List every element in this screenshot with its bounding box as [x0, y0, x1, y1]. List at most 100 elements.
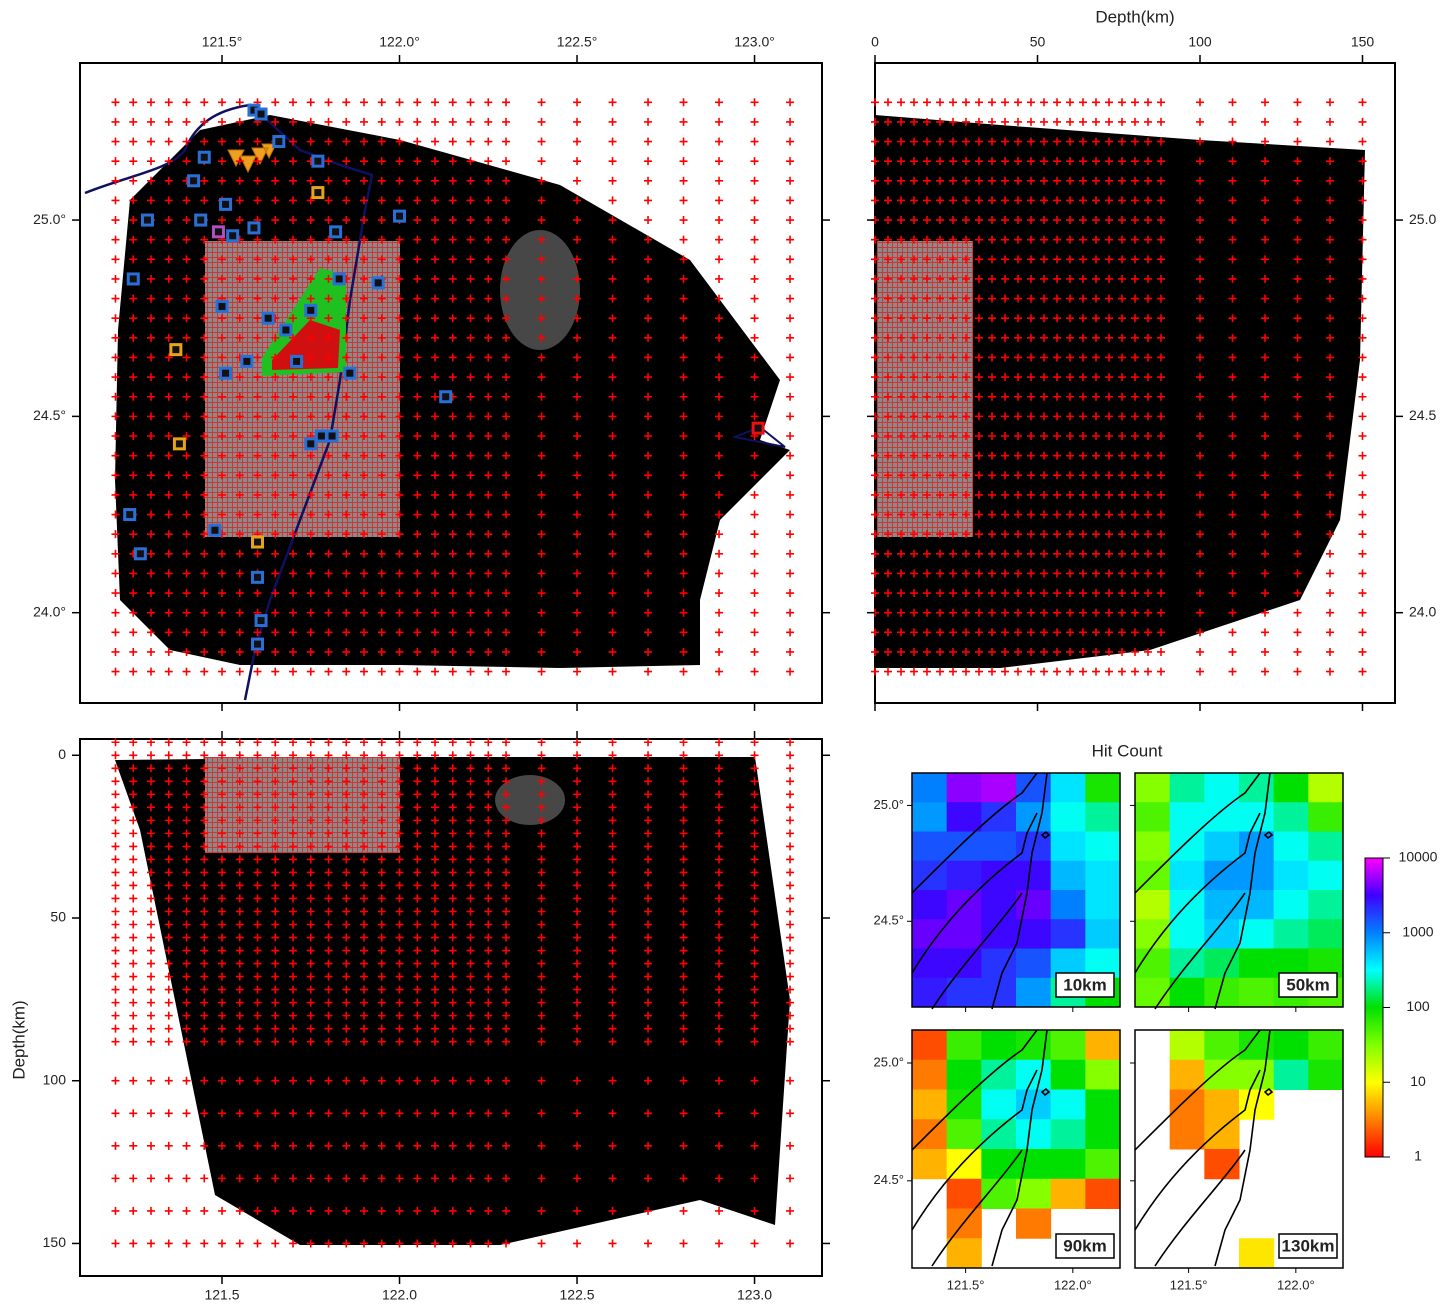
- grid-node: [378, 668, 386, 676]
- grid-node: [786, 894, 794, 902]
- grid-node: [1294, 609, 1302, 617]
- grid-node: [751, 177, 759, 185]
- grid-node: [1229, 648, 1237, 656]
- grid-node: [413, 118, 421, 126]
- hit-cell: [981, 802, 1016, 832]
- x-tick-label: 122.0°: [1054, 1277, 1092, 1292]
- grid-node: [449, 668, 457, 676]
- station: [253, 537, 263, 547]
- grid-node: [609, 138, 617, 146]
- colorbar-label: 100: [1406, 998, 1430, 1014]
- grid-node: [1118, 98, 1126, 106]
- grid-node: [112, 196, 120, 204]
- hit-cell: [947, 949, 982, 979]
- grid-node: [183, 1239, 191, 1247]
- grid-node: [112, 790, 120, 798]
- hit-cell: [947, 832, 982, 862]
- grid-node: [1001, 668, 1009, 676]
- grid-node: [165, 1142, 173, 1150]
- grid-node: [680, 118, 688, 126]
- grid-node: [1014, 668, 1022, 676]
- grid-node: [923, 98, 931, 106]
- grid-node: [751, 530, 759, 538]
- grid-node: [112, 1077, 120, 1085]
- grid-node: [751, 334, 759, 342]
- grid-node: [147, 921, 155, 929]
- grid-node: [609, 157, 617, 165]
- grid-node: [715, 255, 723, 263]
- grid-node: [1261, 628, 1269, 636]
- grid-node: [129, 934, 137, 942]
- grid-node: [112, 907, 120, 915]
- grid-node: [751, 255, 759, 263]
- grid-node: [325, 98, 333, 106]
- grid-node: [1144, 118, 1152, 126]
- hit-cell: [1308, 890, 1343, 920]
- grid-node: [360, 668, 368, 676]
- grid-node: [129, 842, 137, 850]
- grid-node: [112, 98, 120, 106]
- panel-label: 90km: [1063, 1236, 1106, 1255]
- station: [256, 109, 266, 119]
- grid-node: [129, 1077, 137, 1085]
- hit-cell: [1204, 832, 1239, 862]
- station: [334, 274, 344, 284]
- grid-node: [112, 894, 120, 902]
- hit-cell: [947, 773, 982, 803]
- grid-node: [129, 648, 137, 656]
- grid-node: [786, 550, 794, 558]
- x-tick-label: 150: [1351, 34, 1375, 50]
- grid-node: [786, 907, 794, 915]
- grid-node: [1359, 609, 1367, 617]
- grid-node: [183, 751, 191, 759]
- grid-node: [1001, 118, 1009, 126]
- hit-cell: [1051, 832, 1086, 862]
- hit-cell: [981, 773, 1016, 803]
- grid-node: [183, 98, 191, 106]
- grid-node: [431, 668, 439, 676]
- grid-node: [786, 471, 794, 479]
- hit-cell: [1308, 802, 1343, 832]
- grid-node: [112, 275, 120, 283]
- grid-node: [786, 816, 794, 824]
- grid-node: [147, 668, 155, 676]
- grid-node: [112, 1142, 120, 1150]
- hit-cell: [1170, 1060, 1205, 1090]
- grid-node: [573, 177, 581, 185]
- grid-node: [715, 550, 723, 558]
- station: [128, 274, 138, 284]
- grid-node: [786, 275, 794, 283]
- grid-node: [112, 1174, 120, 1182]
- hit-cell: [1274, 861, 1309, 891]
- station: [213, 227, 223, 237]
- grid-node: [1079, 98, 1087, 106]
- grid-node: [751, 157, 759, 165]
- grid-node: [129, 118, 137, 126]
- fine-grid: [205, 757, 400, 853]
- grid-node: [254, 1239, 262, 1247]
- grid-node: [1229, 118, 1237, 126]
- grid-node: [129, 894, 137, 902]
- hit-cell: [1016, 949, 1051, 979]
- hit-cell: [912, 773, 947, 803]
- grid-node: [1359, 393, 1367, 401]
- grid-node: [786, 868, 794, 876]
- grid-node: [112, 118, 120, 126]
- fine-grid: [877, 241, 973, 537]
- grid-node: [1040, 98, 1048, 106]
- grid-node: [923, 668, 931, 676]
- grid-node: [147, 648, 155, 656]
- grid-node: [786, 589, 794, 597]
- grid-node: [1326, 668, 1334, 676]
- grid-node: [786, 353, 794, 361]
- grid-node: [1359, 98, 1367, 106]
- grid-node: [988, 98, 996, 106]
- grid-node: [467, 138, 475, 146]
- grid-node: [112, 803, 120, 811]
- colorbar-label: 10000: [1399, 849, 1438, 865]
- grid-node: [573, 1239, 581, 1247]
- grid-node: [112, 855, 120, 863]
- hit-cell: [912, 919, 947, 949]
- grid-node: [751, 275, 759, 283]
- grid-node: [1157, 98, 1165, 106]
